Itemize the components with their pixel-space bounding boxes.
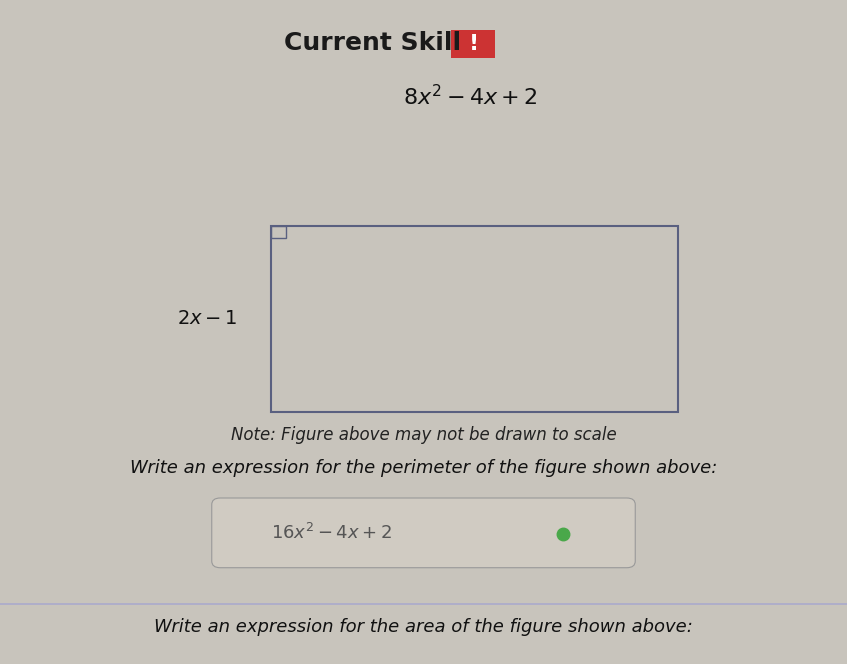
Text: Write an expression for the perimeter of the figure shown above:: Write an expression for the perimeter of…	[130, 459, 717, 477]
Bar	[271, 226, 286, 238]
Text: $2x - 1$: $2x - 1$	[177, 309, 237, 328]
Text: !: !	[468, 34, 479, 54]
FancyBboxPatch shape	[451, 30, 495, 58]
FancyBboxPatch shape	[212, 498, 635, 568]
Text: $8x^2 - 4x + 2$: $8x^2 - 4x + 2$	[403, 84, 537, 109]
Text: $16x^2-4x+2$: $16x^2-4x+2$	[271, 523, 392, 543]
Text: Write an expression for the area of the figure shown above:: Write an expression for the area of the …	[154, 618, 693, 637]
Text: Note: Figure above may not be drawn to scale: Note: Figure above may not be drawn to s…	[230, 426, 617, 444]
Text: Current Skill: Current Skill	[284, 31, 462, 55]
Bar	[271, 226, 678, 412]
